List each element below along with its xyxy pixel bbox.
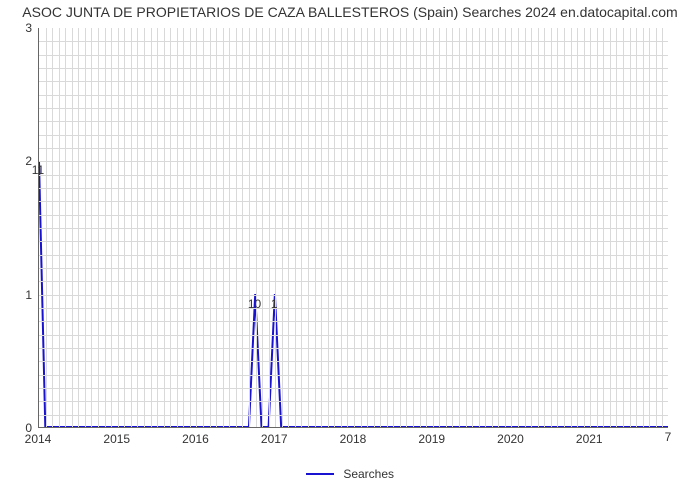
gridline-h xyxy=(39,41,668,42)
point-label: 1 xyxy=(271,297,278,311)
gridline-h xyxy=(39,375,668,376)
gridline-h xyxy=(39,215,668,216)
gridline-h xyxy=(39,228,668,229)
gridline-h xyxy=(39,415,668,416)
gridline-h xyxy=(39,201,668,202)
gridline-h xyxy=(39,308,668,309)
legend: Searches xyxy=(0,466,700,481)
legend-label: Searches xyxy=(343,467,394,481)
point-label: 10 xyxy=(248,297,261,311)
gridline-h xyxy=(39,95,668,96)
gridline-h xyxy=(39,108,668,109)
gridline-h xyxy=(39,135,668,136)
gridline-h xyxy=(39,268,668,269)
gridline-h xyxy=(39,68,668,69)
point-label: 11 xyxy=(32,163,44,177)
gridline-h xyxy=(39,321,668,322)
gridline-h xyxy=(39,335,668,336)
x-tick-label: 2016 xyxy=(182,432,209,446)
gridline-h xyxy=(39,388,668,389)
gridline-h xyxy=(39,348,668,349)
gridline-h xyxy=(39,295,668,296)
gridline-h xyxy=(39,81,668,82)
chart-root: ASOC JUNTA DE PROPIETARIOS DE CAZA BALLE… xyxy=(0,0,700,500)
gridline-h xyxy=(39,401,668,402)
x-tick-label: 2014 xyxy=(25,432,52,446)
point-label: 7 xyxy=(665,430,672,444)
gridline-h xyxy=(39,175,668,176)
gridline-h xyxy=(39,121,668,122)
gridline-h xyxy=(39,255,668,256)
y-tick-label: 1 xyxy=(6,288,32,302)
x-tick-label: 2017 xyxy=(261,432,288,446)
x-tick-label: 2018 xyxy=(340,432,367,446)
gridline-h xyxy=(39,148,668,149)
chart-title: ASOC JUNTA DE PROPIETARIOS DE CAZA BALLE… xyxy=(0,4,700,20)
legend-swatch xyxy=(306,473,334,475)
x-tick-label: 2015 xyxy=(103,432,130,446)
gridline-h xyxy=(39,188,668,189)
y-tick-label: 3 xyxy=(6,21,32,35)
gridline-h xyxy=(39,55,668,56)
gridline-h xyxy=(39,361,668,362)
x-tick-label: 2021 xyxy=(576,432,603,446)
gridline-h xyxy=(39,241,668,242)
plot-area xyxy=(38,28,668,428)
x-tick-label: 2020 xyxy=(497,432,524,446)
x-tick-label: 2019 xyxy=(418,432,445,446)
gridline-h xyxy=(39,161,668,162)
y-tick-label: 2 xyxy=(6,154,32,168)
gridline-h xyxy=(39,281,668,282)
